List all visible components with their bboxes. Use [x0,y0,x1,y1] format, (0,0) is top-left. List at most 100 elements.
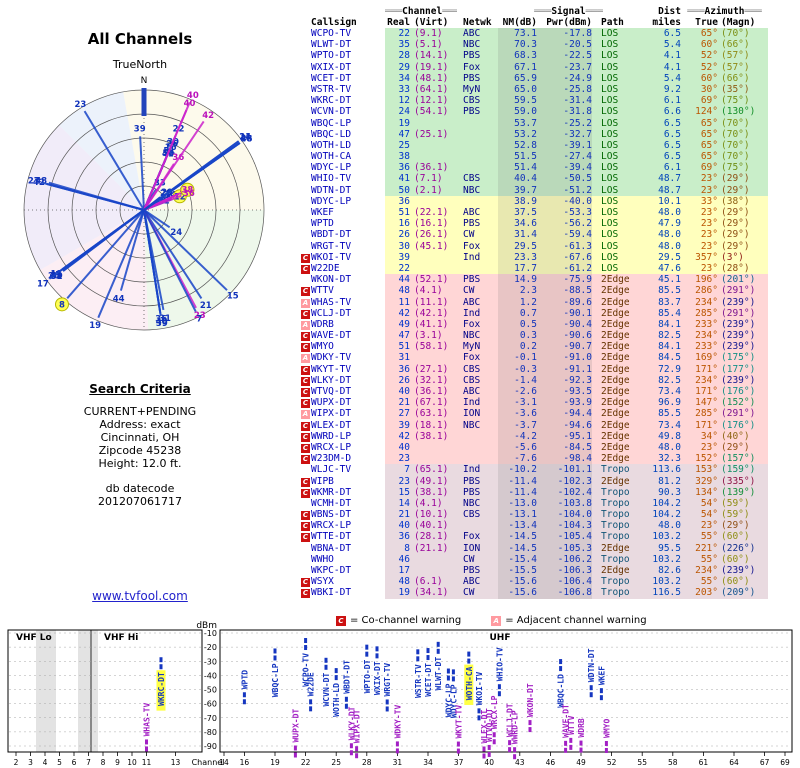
channel-tick: 52 [607,758,617,767]
station-callsign-link[interactable]: WCLJ-DT [311,307,385,319]
azimuth-true: 171° [695,363,718,375]
station-callsign-link[interactable]: WLJC-TV [311,464,385,476]
station-callsign-link[interactable]: WRCX-LP [311,441,385,454]
co-channel-warning-icon: C [301,332,310,342]
station-callsign-link[interactable]: WTVQ-DT [311,386,385,398]
station-callsign-link[interactable]: W23DM-D [311,453,385,465]
co-channel-warning-icon: C [301,287,310,297]
station-callsign-link[interactable]: WPTO-DT [311,50,385,62]
station-callsign-link[interactable]: WKYT-TV [311,363,385,375]
station-callsign-link[interactable]: WOTH-CA [311,151,385,163]
station-callsign-link[interactable]: WRGT-TV [311,240,385,252]
signal-path: Tropo [601,531,630,543]
azimuth-magnetic: (157°) [721,453,756,465]
station-callsign-link[interactable]: WKPC-DT [311,565,385,577]
warning-cell [300,464,311,476]
col-miles: miles [652,17,681,28]
station-callsign-link[interactable]: WLWT-DT [311,39,385,51]
station-callsign-link[interactable]: WDRB [311,318,385,331]
spectrum-callsign-label: WLEX-DT [480,710,489,744]
channel-tick: 37 [454,758,464,767]
station-callsign-link[interactable]: WCVN-DT [311,106,385,118]
station-callsign-link[interactable]: WHAS-TV [311,296,385,308]
tvfool-link[interactable]: www.tvfool.com [92,589,188,603]
station-callsign-link[interactable]: WBDT-DT [311,229,385,241]
warning-cell: C [300,285,311,297]
station-callsign-link[interactable]: WBKI-DT [311,587,385,599]
power: -98.4 [537,453,592,465]
polar-channel-label: 27 [28,176,40,186]
station-callsign-link[interactable]: WBNS-DT [311,509,385,521]
station-callsign-link[interactable]: WAVE-DT [311,330,385,342]
station-callsign-link[interactable]: WLKY-DT [311,374,385,386]
noise-margin: -15.6 [498,587,537,599]
azimuth-magnetic: (3°) [721,251,744,263]
station-callsign-link[interactable]: WUPX-DT [311,397,385,409]
station-callsign-link[interactable]: WBQC-LP [311,117,385,129]
distance: 4.1 [663,61,681,73]
spectrum-marker [467,658,471,664]
station-callsign-link[interactable]: WTTV [311,285,385,297]
noise-margin: 0.7 [498,307,537,319]
station-callsign-link[interactable]: WTTE-DT [311,531,385,543]
station-callsign-link[interactable]: WSYX [311,576,385,588]
station-callsign-link[interactable]: WPTD [311,218,385,230]
virtual-channel: (58.1) [414,341,449,353]
power: -56.2 [537,218,592,230]
station-callsign-link[interactable]: WOTH-LD [311,139,385,152]
virtual-channel: (14.1) [414,50,449,62]
station-callsign-link[interactable]: WCPO-TV [311,28,385,40]
spectrum-callsign-label: WMYO [602,719,611,738]
station-callsign-link[interactable]: WLEX-DT [311,419,385,431]
distance: 32.3 [658,453,681,465]
noise-margin: -11.4 [498,486,537,498]
azimuth-magnetic: (176°) [721,419,756,431]
spectrum-callsign-label: WWRD-LP [511,710,520,744]
station-callsign-link[interactable]: W22DE [311,262,385,275]
virtual-channel: (36.1) [414,162,449,174]
station-callsign-link[interactable]: WDTN-DT [311,184,385,196]
station-callsign-link[interactable]: WCET-DT [311,72,385,84]
channel-tick: 10 [127,758,137,767]
table-row: C WIPB 23 (49.1) PBS -11.4 -102.3 2Edge 81.2 329°… [300,475,768,487]
station-callsign-link[interactable]: WRCX-LP [311,520,385,532]
station-callsign-link[interactable]: WIPB [311,475,385,487]
station-callsign-link[interactable]: WSTR-TV [311,83,385,96]
station-callsign-link[interactable]: WBQC-LD [311,128,385,140]
station-callsign-link[interactable]: WMYO [311,341,385,353]
signal-path: LOS [601,151,619,163]
virtual-channel: (2.1) [414,184,443,196]
polar-channel-label: 39 [134,124,146,134]
station-callsign-link[interactable]: WKON-DT [311,274,385,286]
station-callsign-link[interactable]: WDYC-LP [311,195,385,207]
distance: 83.7 [658,296,681,308]
azimuth-true: 203° [695,587,718,599]
compass-sector [59,91,144,210]
station-callsign-link[interactable]: WKOI-TV [311,251,385,263]
signal-path: LOS [601,39,619,51]
station-callsign-link[interactable]: WKEF [311,207,385,219]
station-callsign-link[interactable]: WXIX-DT [311,61,385,73]
spectrum-marker [324,664,328,670]
station-callsign-link[interactable]: WBNA-DT [311,542,385,554]
station-callsign-link[interactable]: WKRC-DT [311,95,385,107]
station-callsign-link[interactable]: WWRD-LP [311,430,385,442]
warning-cell [300,106,311,118]
station-callsign-link[interactable]: WWHO [311,553,385,565]
station-callsign-link[interactable]: WDYC-LP [311,162,385,174]
station-callsign-link[interactable]: WIPX-DT [311,408,385,420]
channel-tick: 9 [115,758,120,767]
station-callsign-link[interactable]: WHIO-TV [311,173,385,185]
station-callsign-link[interactable]: WKMR-DT [311,486,385,498]
polar-channel-label: 36 [183,189,195,199]
channel-tick: 16 [240,758,250,767]
distance: 49.8 [658,430,681,442]
station-callsign-link[interactable]: WCMH-DT [311,497,385,510]
noise-margin: 59.0 [498,106,537,118]
co-channel-warning-icon: C [301,399,310,409]
noise-margin: 51.4 [498,162,537,174]
station-callsign-link[interactable]: WDKY-TV [311,352,385,364]
azimuth-true: 55° [700,531,718,543]
signal-path: 2Edge [601,441,630,453]
power: -50.5 [537,173,592,185]
